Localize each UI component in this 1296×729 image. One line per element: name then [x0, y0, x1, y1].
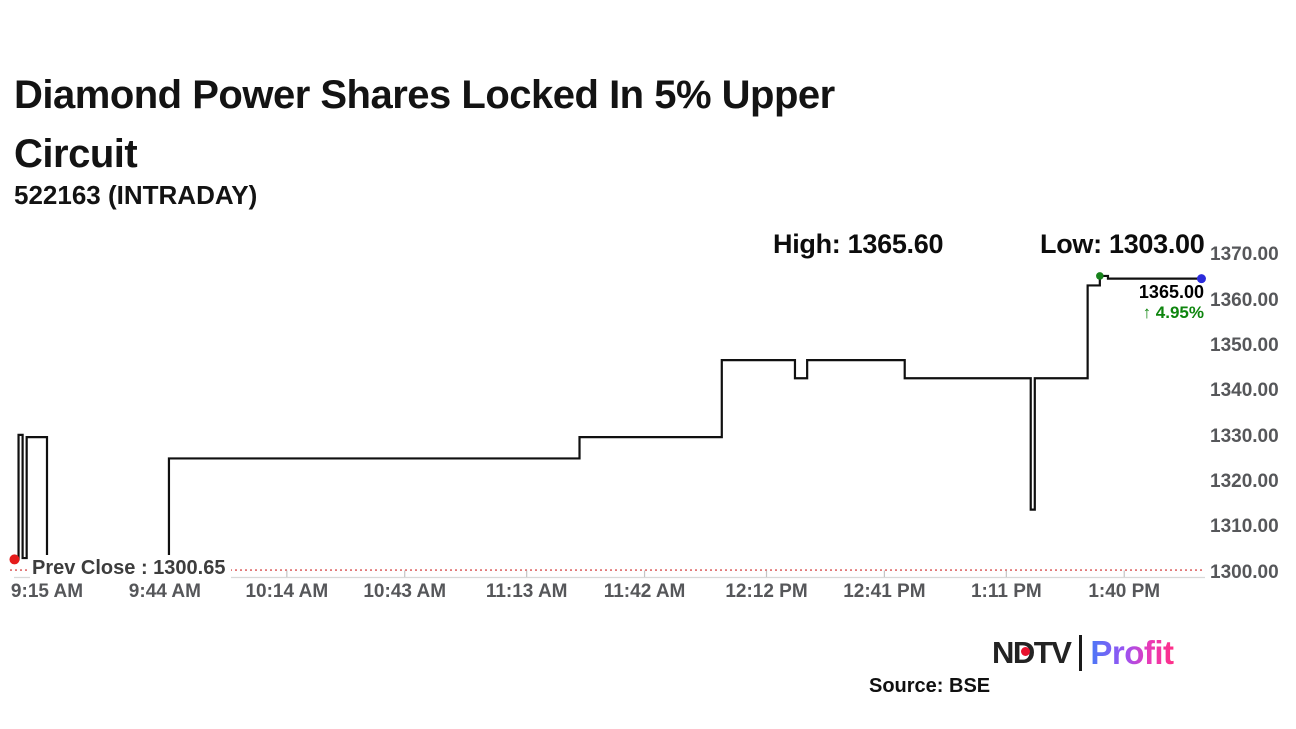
x-tick-label: 9:15 AM: [10, 581, 84, 602]
price-line: [14, 274, 1202, 561]
y-tick-label: 1350.00: [1210, 335, 1279, 357]
symbol-subtitle: 522163 (INTRADAY): [14, 180, 258, 210]
last-price-dot: [1196, 274, 1206, 284]
profit-logo-text: Profit: [1090, 634, 1174, 671]
session-high-dot: [1096, 272, 1104, 280]
x-tick-label: 10:43 AM: [363, 581, 447, 602]
prev-close-label: Prev Close : 1300.65: [30, 555, 232, 583]
ndtv-red-dot-icon: [1021, 647, 1030, 656]
ndtv-logo-text: NDTV: [992, 635, 1072, 670]
y-tick-label: 1360.00: [1210, 289, 1279, 311]
last-price-callout: 1365.00 ↑ 4.95%: [1139, 283, 1204, 322]
x-tick-label: 11:42 AM: [603, 581, 686, 602]
high-label: High: 1365.60: [773, 229, 944, 259]
session-low-dot: [9, 554, 20, 565]
page-title-line2: Circuit: [14, 132, 138, 176]
page-title: Diamond Power Shares Locked In 5% Upper …: [14, 66, 974, 184]
logo-divider: [1079, 635, 1083, 671]
x-tick-label: 1:11 PM: [970, 581, 1042, 602]
x-tick-label: 12:12 PM: [725, 581, 808, 602]
y-tick-label: 1370.00: [1210, 244, 1279, 266]
price-change-percent: ↑ 4.95%: [1142, 302, 1204, 322]
last-price-value: 1365.00: [1138, 282, 1204, 302]
x-tick-label: 9:44 AM: [128, 581, 201, 602]
page-title-line1: Diamond Power Shares Locked In 5% Upper: [14, 73, 835, 117]
low-label: Low: 1303.00: [1040, 229, 1205, 259]
x-tick-label: 12:41 PM: [843, 581, 926, 602]
y-tick-label: 1320.00: [1210, 470, 1279, 492]
x-tick-label: 11:13 AM: [485, 581, 568, 602]
y-tick-label: 1330.00: [1210, 425, 1279, 447]
y-tick-label: 1340.00: [1210, 380, 1279, 402]
x-tick-label: 1:40 PM: [1088, 581, 1161, 602]
source-attribution: Source: BSE: [869, 675, 991, 697]
x-tick-label: 10:14 AM: [245, 581, 329, 602]
ndtv-profit-logo: NDTV Profit: [992, 633, 1174, 673]
y-tick-label: 1300.00: [1210, 561, 1279, 583]
y-tick-label: 1310.00: [1210, 516, 1279, 538]
